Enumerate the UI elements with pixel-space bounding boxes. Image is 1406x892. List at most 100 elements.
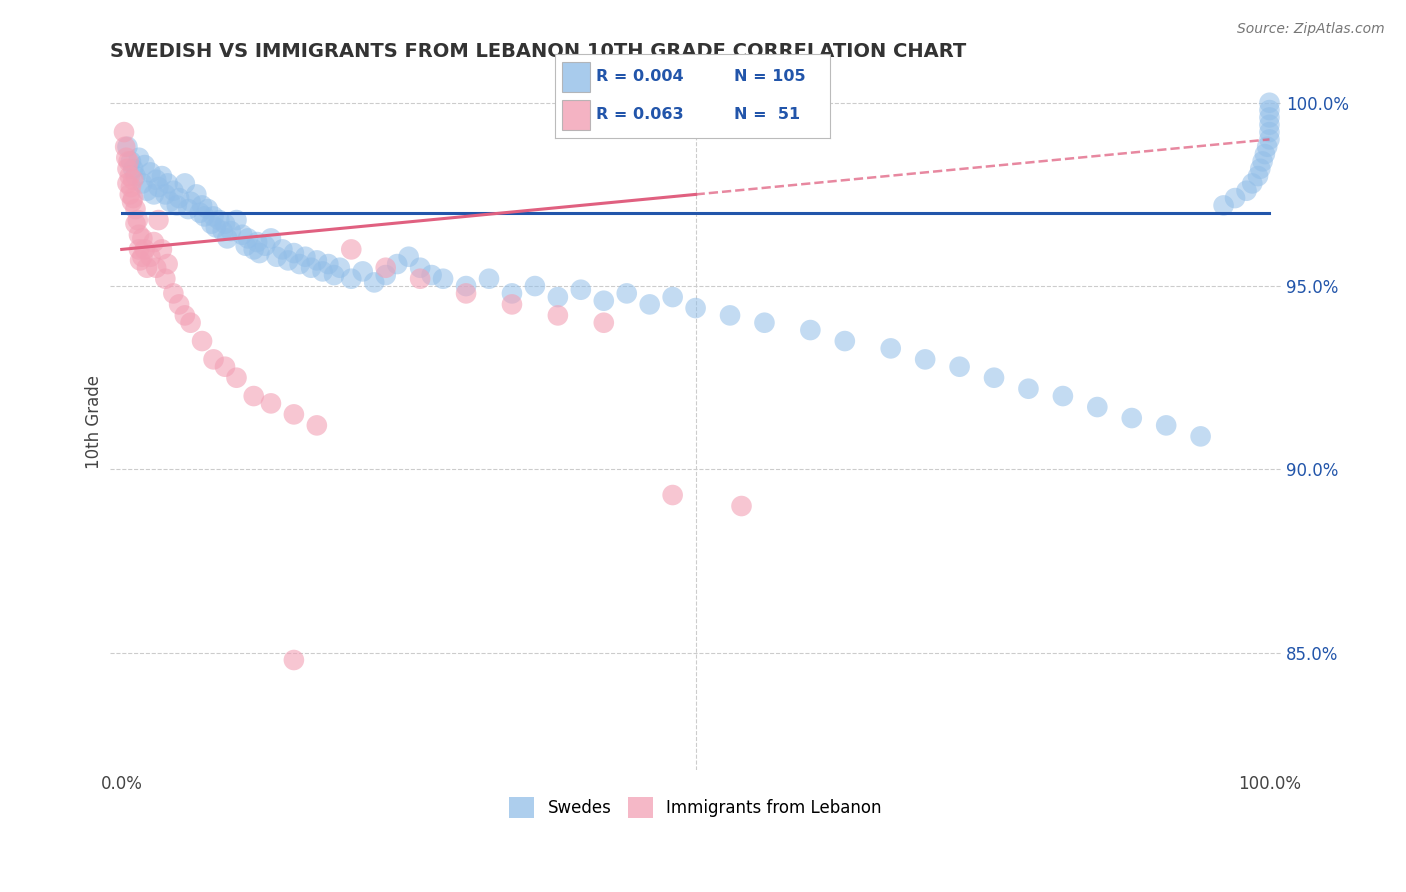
Text: Source: ZipAtlas.com: Source: ZipAtlas.com	[1237, 22, 1385, 37]
Point	[225, 370, 247, 384]
Point	[983, 370, 1005, 384]
Point	[1154, 418, 1177, 433]
Point	[150, 169, 173, 183]
Point	[117, 161, 139, 176]
Point	[374, 268, 396, 282]
Point	[131, 250, 153, 264]
Point	[1085, 400, 1108, 414]
Point	[1121, 411, 1143, 425]
Point	[211, 224, 233, 238]
Point	[162, 184, 184, 198]
Point	[124, 202, 146, 216]
Point	[409, 260, 432, 275]
Point	[191, 198, 214, 212]
Point	[191, 334, 214, 348]
Point	[661, 290, 683, 304]
Point	[409, 271, 432, 285]
Point	[948, 359, 970, 374]
Point	[128, 151, 150, 165]
Point	[718, 309, 741, 323]
Point	[277, 253, 299, 268]
Point	[340, 243, 363, 257]
Point	[288, 257, 311, 271]
Point	[139, 165, 162, 179]
Point	[188, 205, 211, 219]
Point	[145, 173, 167, 187]
Point	[352, 264, 374, 278]
Point	[294, 250, 316, 264]
Point	[124, 217, 146, 231]
Point	[523, 279, 546, 293]
Point	[592, 316, 614, 330]
Point	[1241, 177, 1264, 191]
Point	[1251, 154, 1274, 169]
Point	[118, 169, 141, 183]
Point	[177, 202, 200, 216]
Point	[1258, 125, 1281, 139]
Text: N = 105: N = 105	[734, 69, 806, 84]
Point	[363, 276, 385, 290]
Point	[139, 250, 162, 264]
Point	[200, 217, 222, 231]
Point	[120, 154, 142, 169]
Point	[214, 217, 236, 231]
Point	[454, 279, 477, 293]
Point	[1256, 140, 1278, 154]
Point	[159, 194, 181, 209]
Point	[225, 213, 247, 227]
Point	[385, 257, 408, 271]
Point	[197, 202, 219, 216]
Point	[127, 213, 149, 227]
Point	[173, 177, 195, 191]
Point	[1212, 198, 1234, 212]
Bar	[562, 62, 589, 92]
Point	[167, 297, 190, 311]
Point	[1249, 161, 1271, 176]
Point	[730, 499, 752, 513]
Point	[1258, 103, 1281, 117]
Point	[214, 359, 236, 374]
Point	[155, 271, 177, 285]
Point	[260, 396, 283, 410]
Point	[180, 316, 202, 330]
Point	[242, 389, 264, 403]
Point	[122, 191, 145, 205]
Point	[156, 177, 179, 191]
Point	[117, 154, 139, 169]
Point	[799, 323, 821, 337]
Point	[880, 342, 903, 356]
Point	[323, 268, 346, 282]
Point	[231, 227, 253, 242]
Text: R = 0.063: R = 0.063	[596, 107, 685, 122]
Point	[754, 316, 776, 330]
Legend: Swedes, Immigrants from Lebanon: Swedes, Immigrants from Lebanon	[502, 790, 889, 824]
Point	[501, 297, 523, 311]
Point	[592, 293, 614, 308]
Point	[202, 210, 225, 224]
Point	[112, 125, 135, 139]
Point	[173, 309, 195, 323]
Point	[1247, 169, 1270, 183]
Point	[121, 194, 143, 209]
Point	[117, 140, 139, 154]
Point	[914, 352, 936, 367]
Point	[1052, 389, 1074, 403]
Point	[242, 243, 264, 257]
Point	[122, 173, 145, 187]
Point	[128, 227, 150, 242]
Point	[266, 250, 288, 264]
Point	[305, 418, 328, 433]
Point	[246, 235, 269, 249]
Point	[432, 271, 454, 285]
Point	[167, 191, 190, 205]
Point	[501, 286, 523, 301]
Point	[1258, 118, 1281, 132]
Point	[124, 169, 146, 183]
Point	[136, 184, 159, 198]
Point	[547, 290, 569, 304]
Point	[249, 246, 271, 260]
Point	[1258, 111, 1281, 125]
Point	[305, 253, 328, 268]
Point	[129, 253, 152, 268]
Point	[150, 243, 173, 257]
